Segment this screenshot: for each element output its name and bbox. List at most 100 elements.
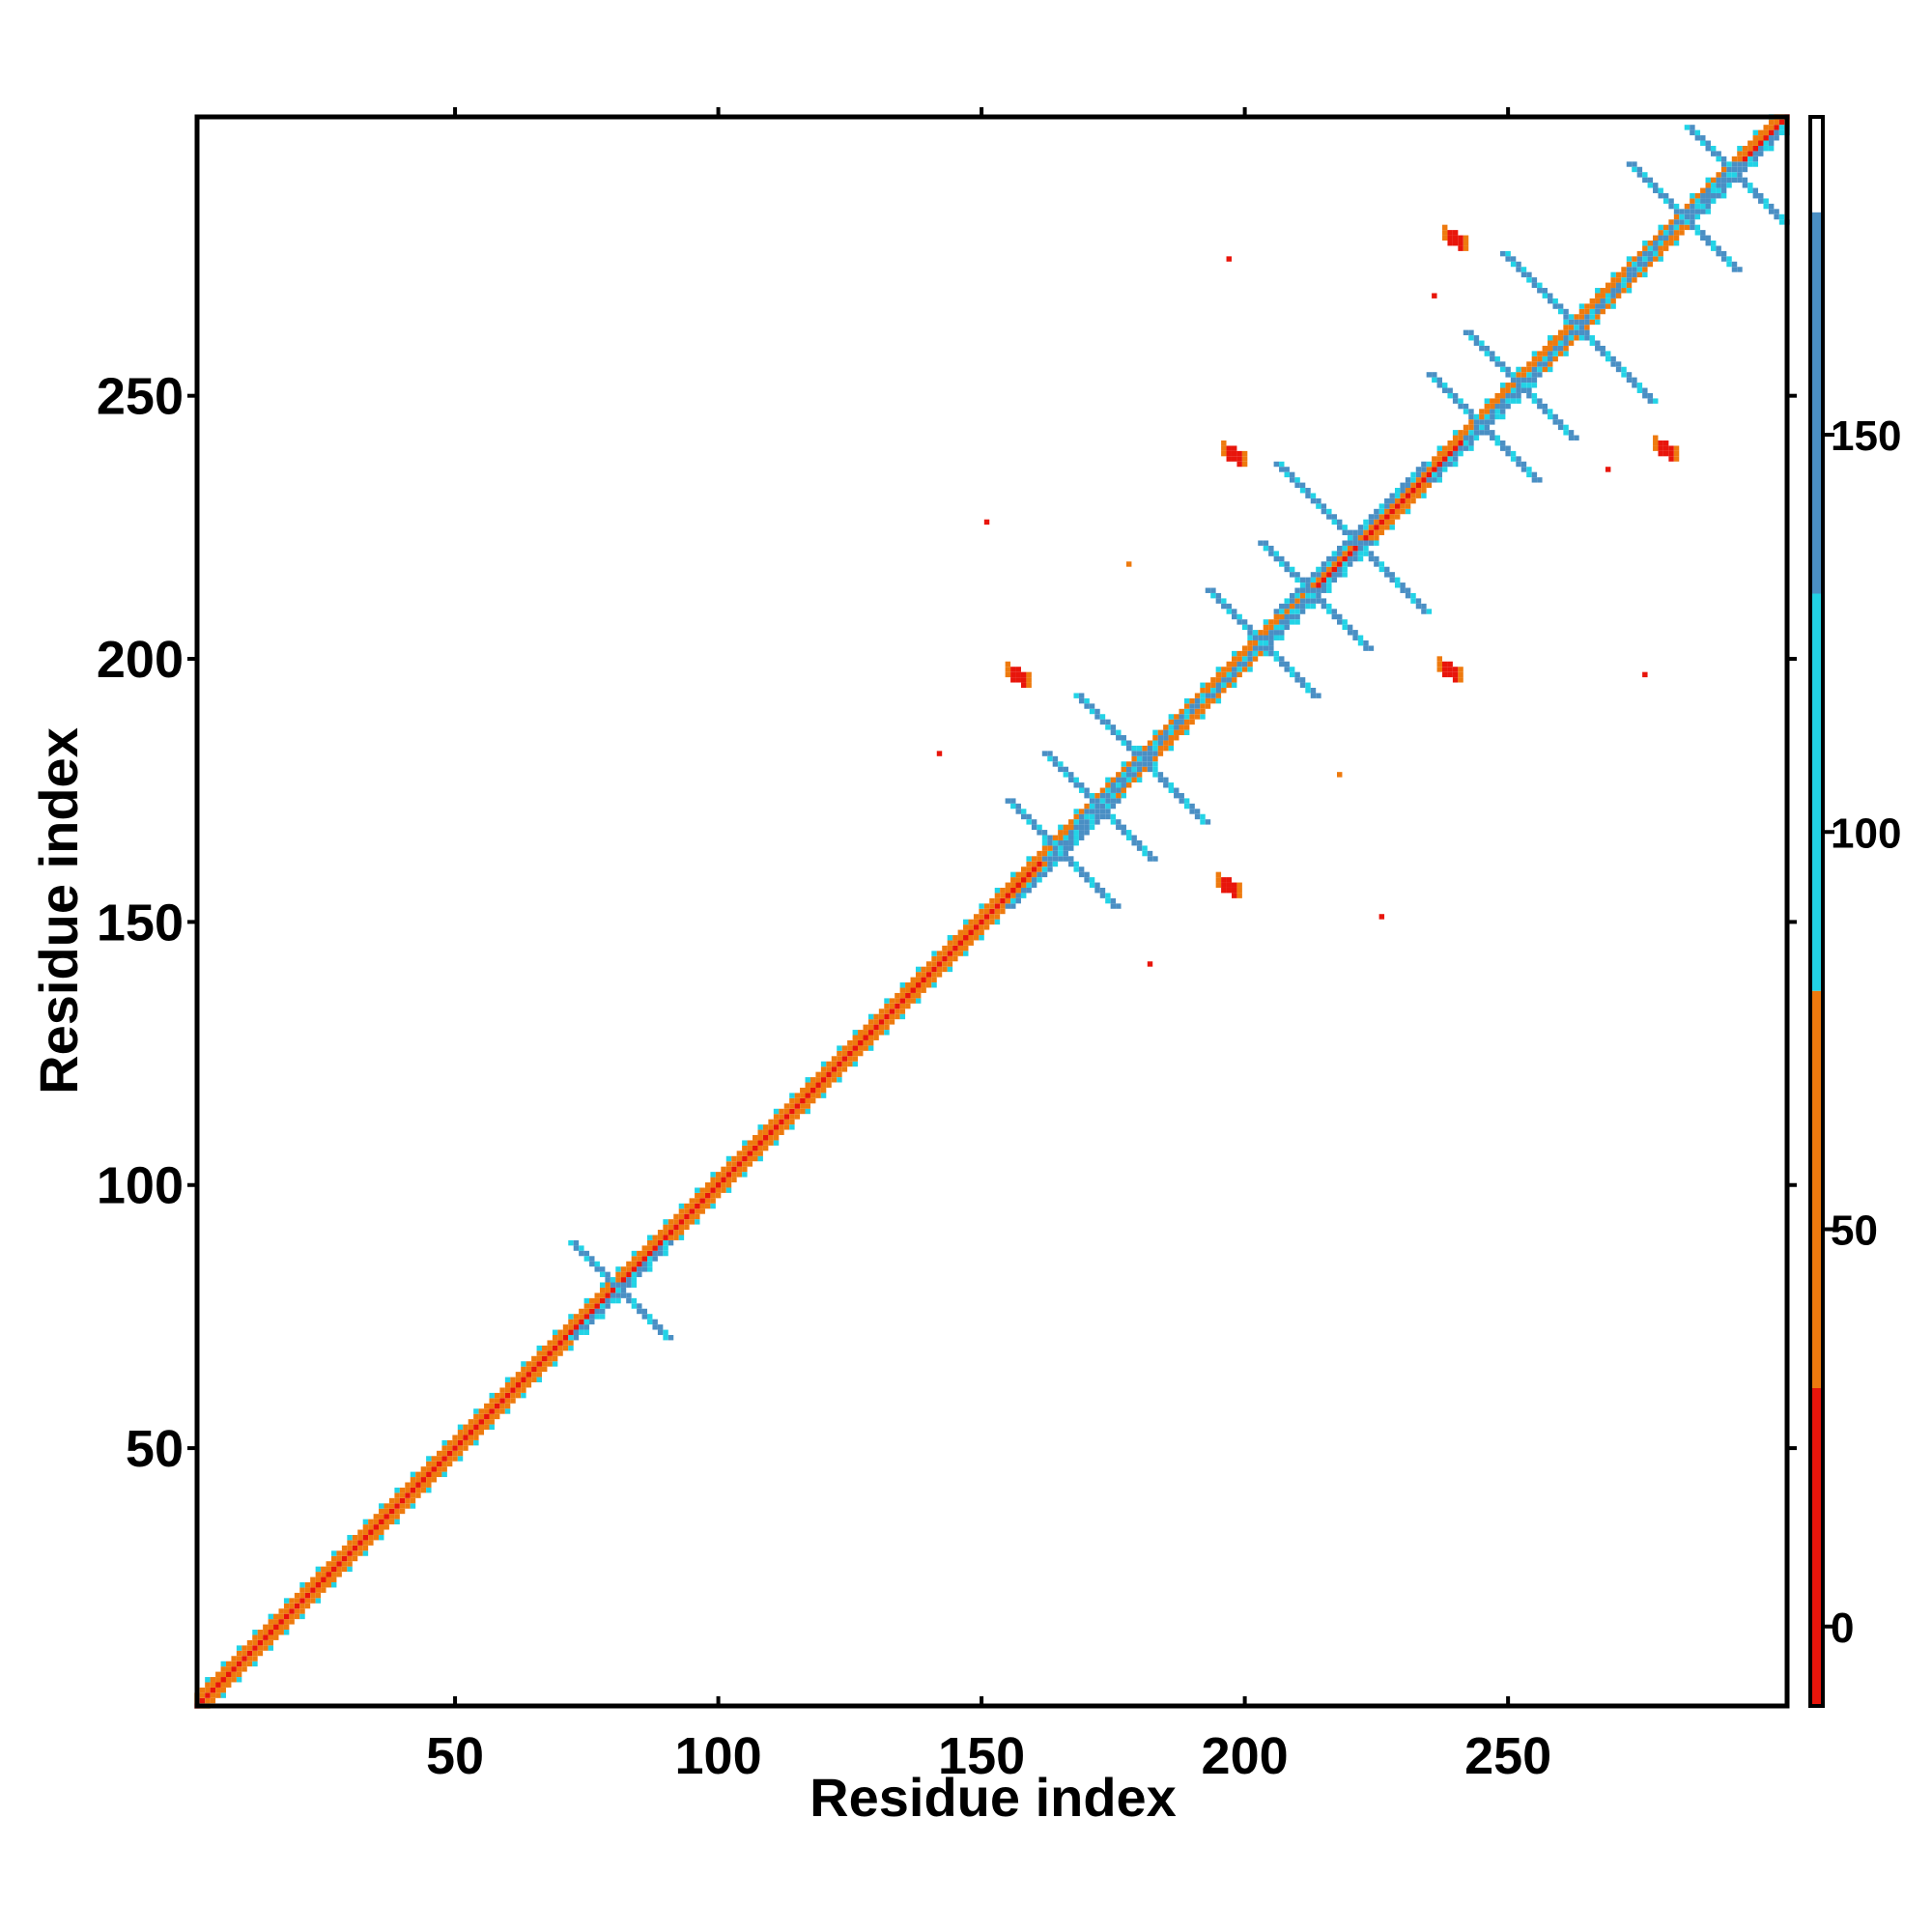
heatmap-cell (1458, 403, 1463, 410)
heatmap-cell (263, 1639, 269, 1646)
heatmap-cell (620, 1271, 627, 1278)
heatmap-cell (1668, 241, 1674, 246)
heatmap-cell (246, 1650, 253, 1657)
heatmap-cell (858, 1050, 864, 1057)
heatmap-cell (1642, 671, 1648, 678)
heatmap-cell (552, 1329, 558, 1335)
heatmap-cell (1731, 172, 1738, 178)
heatmap-cell (1421, 488, 1427, 494)
heatmap-cell (1037, 824, 1042, 831)
heatmap-cell (384, 1514, 389, 1520)
heatmap-cell (631, 1250, 638, 1257)
x-tick-label: 100 (675, 1727, 762, 1785)
heatmap-cell (1673, 241, 1680, 246)
heatmap-cell (1131, 766, 1137, 773)
heatmap-cell (1468, 430, 1474, 436)
heatmap-cell (1010, 803, 1016, 810)
heatmap-cell (1174, 724, 1179, 730)
heatmap-cell (1668, 235, 1674, 241)
heatmap-cell (837, 1045, 842, 1051)
heatmap-cell (1232, 445, 1237, 451)
heatmap-cell (1347, 540, 1353, 546)
heatmap-cell (1684, 219, 1690, 225)
heatmap-cell (489, 1408, 495, 1414)
heatmap-cell (415, 1482, 421, 1488)
heatmap-cell (236, 1671, 242, 1678)
heatmap-cell (368, 1519, 374, 1525)
x-axis-label: Residue index (810, 1767, 1177, 1828)
heatmap-cell (1389, 514, 1395, 520)
heatmap-cell (347, 1534, 353, 1541)
heatmap-cell (1589, 303, 1596, 309)
heatmap-cell (1436, 656, 1442, 662)
heatmap-cell (1647, 183, 1654, 188)
heatmap-cell (283, 1608, 290, 1614)
heatmap-cell (1563, 319, 1569, 326)
heatmap-cell (1378, 914, 1385, 920)
heatmap-cell (1094, 888, 1100, 894)
heatmap-cell (341, 1555, 348, 1562)
heatmap-cell (805, 1108, 810, 1115)
heatmap-cell (542, 1345, 548, 1351)
heatmap-cell (1605, 298, 1611, 304)
heatmap-cell (852, 1061, 859, 1067)
heatmap-cell (1595, 288, 1601, 294)
heatmap-cell (695, 1198, 700, 1204)
heatmap-cell (568, 1345, 574, 1351)
plot-frame (194, 114, 1790, 1709)
heatmap-cell (1542, 403, 1548, 410)
heatmap-cell (1421, 471, 1427, 478)
heatmap-cell (1058, 830, 1064, 836)
heatmap-cell (663, 1329, 668, 1335)
heatmap-cell (1273, 461, 1280, 468)
heatmap-cell (1073, 830, 1079, 836)
heatmap-cell (1636, 267, 1643, 272)
heatmap-cell (1099, 792, 1106, 799)
heatmap-cell (1147, 766, 1153, 773)
heatmap-cell (583, 1329, 590, 1335)
heatmap-cell (399, 1492, 406, 1498)
heatmap-cell (205, 1682, 211, 1688)
heatmap-cell (731, 1161, 737, 1167)
heatmap-cell (379, 1534, 384, 1541)
heatmap-cell (583, 1250, 590, 1257)
heatmap-cell (1073, 839, 1079, 846)
heatmap-cell (884, 1019, 890, 1025)
heatmap-cell (641, 1266, 647, 1272)
heatmap-cell (1289, 477, 1295, 483)
heatmap-cell (1289, 609, 1295, 614)
heatmap-cell (963, 929, 969, 935)
heatmap-cell (1294, 577, 1300, 583)
heatmap-cell (257, 1650, 264, 1657)
heatmap-cell (1505, 372, 1511, 378)
heatmap-cell (283, 1630, 290, 1635)
heatmap-cell (441, 1450, 447, 1457)
heatmap-cell (1700, 198, 1706, 204)
heatmap-cell (1384, 572, 1390, 578)
heatmap-cell (1726, 172, 1732, 178)
heatmap-cell (1626, 282, 1633, 289)
heatmap-cell (1494, 440, 1500, 446)
heatmap-cell (1557, 419, 1564, 425)
heatmap-cell (268, 1624, 274, 1631)
heatmap-cell (753, 1140, 758, 1146)
heatmap-cell (1121, 782, 1126, 788)
heatmap-cell (1432, 372, 1437, 378)
heatmap-cell (1494, 361, 1500, 367)
heatmap-cell (1183, 697, 1190, 704)
heatmap-cell (910, 992, 916, 999)
heatmap-cell (1005, 671, 1011, 678)
heatmap-cell (599, 1297, 606, 1304)
heatmap-cell (1236, 456, 1242, 462)
heatmap-cell (1121, 824, 1126, 831)
heatmap-cell (1710, 245, 1717, 251)
heatmap-cell (1273, 609, 1280, 614)
heatmap-cell (1279, 467, 1285, 472)
heatmap-cell (437, 1471, 442, 1478)
heatmap-cell (1241, 656, 1248, 662)
heatmap-cell (199, 1687, 206, 1693)
heatmap-cell (710, 1187, 716, 1193)
heatmap-cell (957, 929, 964, 935)
heatmap-cell (1658, 224, 1663, 231)
heatmap-cell (1279, 630, 1285, 636)
